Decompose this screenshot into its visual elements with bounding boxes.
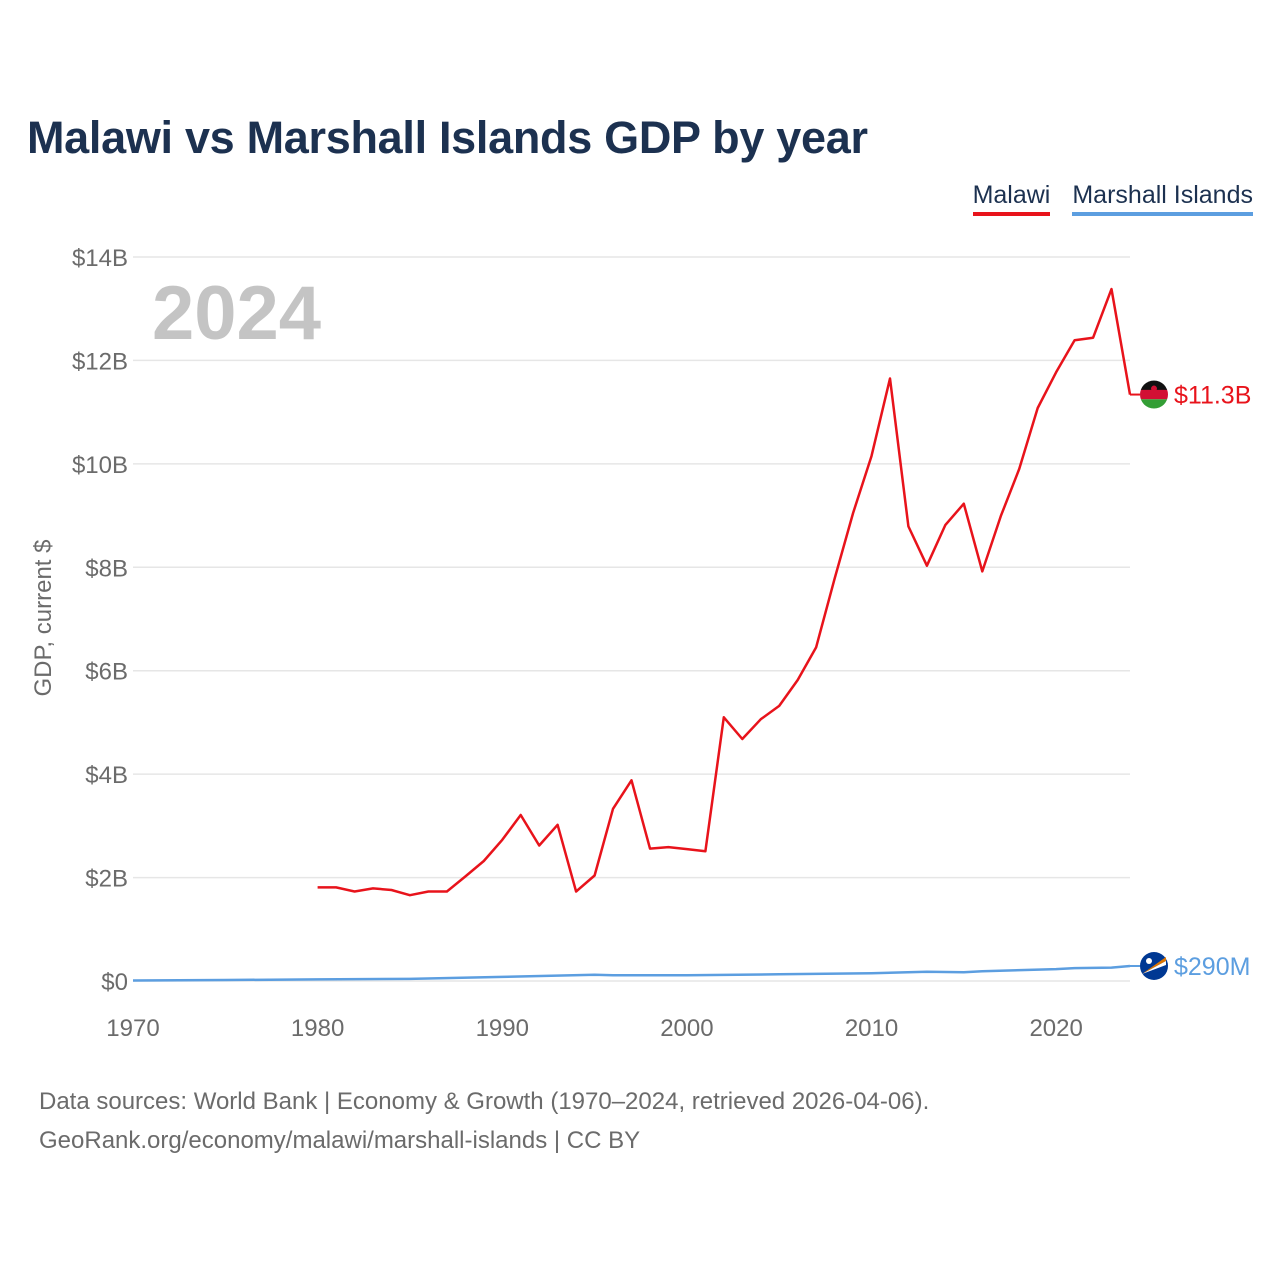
- legend-item-marshall-islands[interactable]: Marshall Islands: [1072, 180, 1253, 216]
- y-tick-label: $12B: [72, 348, 128, 375]
- x-axis-ticks: 1970 1980 1990 2000 2010 2020: [106, 1015, 1083, 1042]
- x-tick-label: 2020: [1029, 1015, 1082, 1042]
- legend: Malawi Marshall Islands: [972, 180, 1253, 216]
- y-axis-ticks: $0 $2B $4B $6B $8B $10B $12B $14B: [72, 245, 128, 996]
- series-line-marshall-islands: [132, 964, 1131, 982]
- y-tick-label: $4B: [85, 762, 128, 789]
- grid-lines: [133, 256, 1130, 982]
- y-tick-label: $8B: [85, 555, 128, 582]
- end-value-label-malawi: $11.3B: [1174, 382, 1251, 410]
- y-axis-label: GDP, current $: [30, 540, 57, 697]
- y-tick-label: $2B: [85, 866, 128, 893]
- x-tick-label: 1980: [291, 1015, 344, 1042]
- marshall-islands-flag-icon: [1140, 952, 1168, 981]
- series-line-malawi: [317, 287, 1132, 897]
- y-tick-label: $0: [101, 969, 128, 996]
- x-tick-label: 1970: [106, 1015, 159, 1042]
- y-tick-label: $14B: [72, 245, 128, 272]
- malawi-flag-icon: [1140, 380, 1168, 409]
- x-tick-label: 2000: [660, 1015, 713, 1042]
- y-tick-label: $10B: [72, 452, 128, 479]
- source-line-url[interactable]: GeoRank.org/economy/malawi/marshall-isla…: [39, 1127, 641, 1154]
- legend-item-malawi[interactable]: Malawi: [972, 180, 1051, 216]
- end-value-label-marshall-islands: $290M: [1174, 953, 1250, 981]
- source-note: Data sources: World Bank | Economy & Gro…: [39, 1082, 929, 1160]
- source-line-data: Data sources: World Bank | Economy & Gro…: [39, 1088, 930, 1115]
- series-lines: [132, 287, 1132, 982]
- gdp-line-chart: $0 $2B $4B $6B $8B $10B $12B $14B 1970 1980 1990 2…: [30, 245, 1251, 1042]
- x-tick-label: 1990: [476, 1015, 529, 1042]
- x-tick-label: 2010: [845, 1015, 898, 1042]
- year-watermark: 2024: [152, 271, 321, 356]
- y-tick-label: $6B: [85, 659, 128, 686]
- end-markers: $11.3B $290M: [1130, 380, 1251, 981]
- chart-title: Malawi vs Marshall Islands GDP by year: [27, 112, 868, 163]
